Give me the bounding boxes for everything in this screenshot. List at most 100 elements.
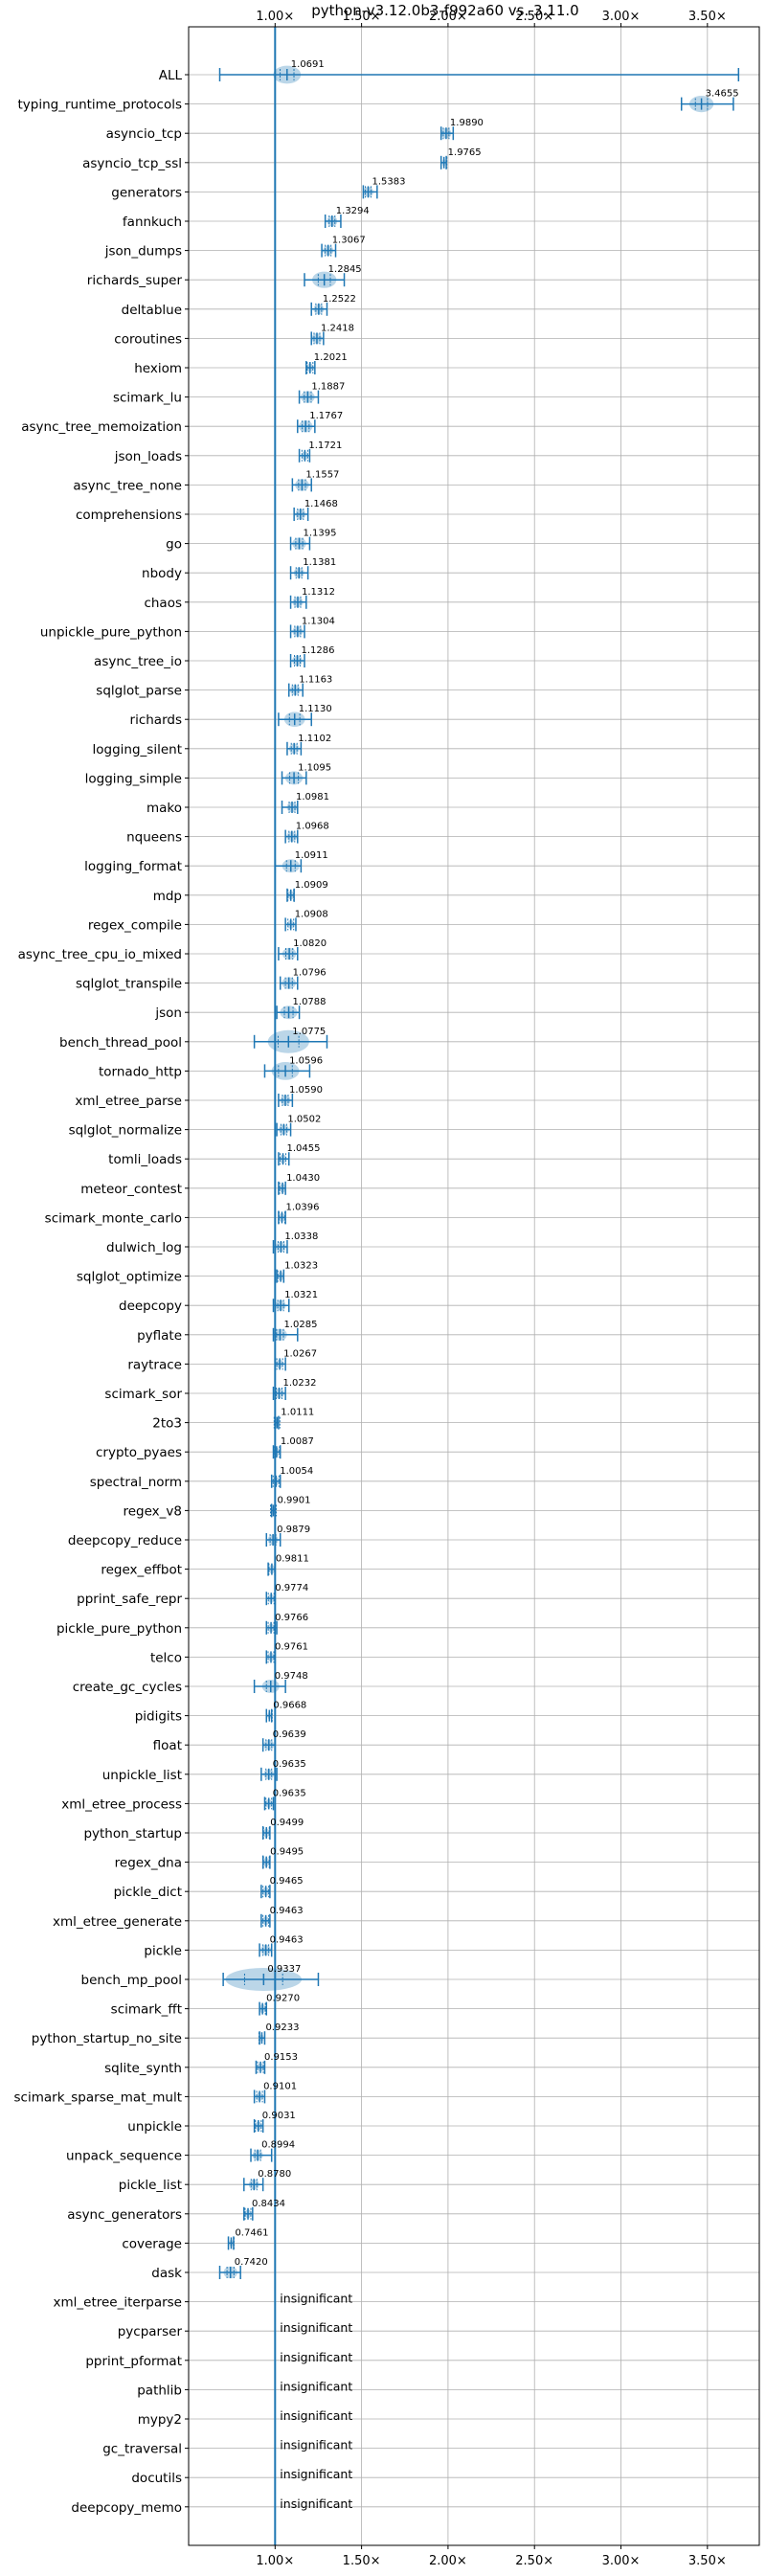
benchmark-label: raytrace: [127, 1357, 182, 1372]
x-tick-label-top: 3.50×: [688, 10, 727, 24]
benchmark-label: mako: [146, 801, 182, 816]
value-label: 0.9901: [278, 1495, 311, 1505]
value-label: 0.9495: [270, 1847, 304, 1858]
value-label: 0.9337: [267, 1964, 301, 1975]
benchmark-label: comprehensions: [76, 508, 182, 523]
value-label: 0.9499: [270, 1818, 304, 1828]
benchmark-label: python_startup: [83, 1826, 182, 1842]
value-label: 1.1163: [299, 675, 332, 686]
benchmark-label: pprint_safe_repr: [77, 1592, 182, 1607]
value-label: 0.9463: [270, 1934, 304, 1945]
value-label: 1.0968: [296, 822, 329, 832]
value-label: 0.9639: [273, 1729, 306, 1740]
value-label: 1.3067: [332, 236, 366, 246]
benchmark-label: ALL: [159, 68, 183, 83]
benchmark-label: fannkuch: [123, 215, 182, 230]
benchmark-label: bench_thread_pool: [59, 1035, 182, 1051]
benchmark-label: asyncio_tcp_ssl: [82, 156, 182, 171]
benchmark-label: scimark_fft: [111, 2002, 182, 2018]
x-tick-label-top: 1.50×: [343, 10, 381, 24]
value-label: 1.2845: [328, 264, 362, 275]
x-tick-label-top: 2.50×: [515, 10, 553, 24]
insignificant-label: insignificant: [280, 2292, 352, 2306]
value-label: 1.0820: [293, 938, 327, 949]
benchmark-label: xml_etree_parse: [75, 1094, 182, 1109]
benchmark-label: bench_mp_pool: [81, 1973, 182, 1988]
benchmark-label: regex_effbot: [101, 1563, 182, 1578]
benchmark-label: pickle_pure_python: [56, 1621, 182, 1637]
value-label: 1.0285: [283, 1320, 317, 1330]
benchmark-label: scimark_sor: [104, 1387, 182, 1402]
benchmark-label: logging_format: [84, 859, 182, 874]
benchmark-label: pyflate: [137, 1328, 182, 1344]
value-label: 1.2418: [321, 323, 354, 333]
value-label: 1.1468: [304, 499, 338, 509]
value-label: 1.0691: [291, 59, 325, 70]
benchmark-label: async_tree_io: [94, 654, 182, 669]
marks-layer: [218, 27, 740, 2545]
benchmark-label: nbody: [142, 566, 182, 581]
x-tick-label-bottom: 1.50×: [343, 2554, 381, 2568]
value-label: 1.0323: [284, 1261, 318, 1272]
benchmark-label: xml_etree_iterparse: [54, 2295, 183, 2311]
insignificant-label: insignificant: [280, 2497, 352, 2511]
value-label: 1.0054: [280, 1466, 313, 1477]
value-label: 1.0455: [287, 1143, 321, 1154]
benchmark-label: deepcopy: [119, 1299, 182, 1314]
value-label: 0.9668: [273, 1701, 306, 1711]
benchmark-label: richards_super: [87, 273, 183, 288]
benchmark-label: regex_dna: [115, 1856, 182, 1871]
benchmark-label: spectral_norm: [90, 1475, 182, 1490]
benchmark-label: hexiom: [134, 361, 182, 376]
benchmark-label: coverage: [122, 2236, 182, 2251]
benchmark-label: logging_silent: [93, 742, 182, 757]
insignificant-label: insignificant: [280, 2350, 352, 2364]
benchmark-label: sqlglot_transpile: [76, 977, 182, 992]
value-label: 0.9270: [266, 1994, 300, 2004]
value-label: 1.1312: [302, 587, 335, 598]
benchmark-label: logging_simple: [85, 771, 182, 786]
benchmark-label: dask: [151, 2266, 182, 2281]
value-label: 1.0430: [286, 1173, 320, 1184]
insignificant-label: insignificant: [280, 2467, 352, 2481]
benchmark-label: tornado_http: [99, 1064, 182, 1079]
benchmark-label: xml_etree_process: [61, 1796, 182, 1812]
value-label: 3.4655: [706, 89, 739, 100]
benchmark-label: create_gc_cycles: [73, 1680, 182, 1695]
benchmark-label: scimark_sparse_mat_mult: [14, 2090, 182, 2105]
value-label: 1.1887: [311, 382, 345, 393]
benchmark-label: pycparser: [118, 2324, 183, 2339]
labels-layer: 1.00× 1.00× 1.50× 1.50× 2.00× 2.00× 2.50× 2.50×…: [14, 10, 739, 2568]
value-label: 1.1304: [302, 616, 335, 626]
value-label: 1.0796: [293, 968, 327, 979]
x-tick-label-bottom: 2.50×: [515, 2554, 553, 2568]
value-label: 1.1767: [309, 411, 343, 421]
benchmark-label: mdp: [153, 889, 182, 904]
value-label: 0.9748: [275, 1671, 308, 1682]
benchmark-label: pprint_pformat: [85, 2354, 182, 2369]
benchmark-label: meteor_contest: [80, 1182, 182, 1197]
grid-layer: [185, 23, 759, 2549]
benchmark-label: scimark_lu: [113, 391, 182, 406]
value-label: 1.0981: [296, 792, 329, 802]
value-label: 1.1130: [299, 704, 332, 714]
value-label: 0.9465: [270, 1876, 304, 1887]
benchmark-label: regex_compile: [88, 917, 182, 933]
value-label: 0.9635: [273, 1759, 306, 1770]
benchmark-label: sqlglot_optimize: [77, 1270, 182, 1285]
benchmark-label: async_generators: [67, 2207, 182, 2223]
value-label: 1.0596: [289, 1055, 323, 1066]
benchmark-label: float: [153, 1738, 182, 1753]
value-label: 0.9101: [263, 2081, 297, 2091]
benchmark-label: xml_etree_generate: [53, 1914, 182, 1930]
benchmark-label: dulwich_log: [106, 1240, 182, 1255]
benchmark-label: sqlglot_parse: [96, 684, 182, 699]
value-label: 1.0909: [295, 880, 328, 891]
benchmark-label: scimark_monte_carlo: [45, 1210, 182, 1226]
value-label: 0.9766: [275, 1613, 308, 1623]
benchmark-label: async_tree_memoization: [21, 419, 182, 435]
value-label: 1.1395: [303, 529, 336, 539]
value-label: 0.8780: [258, 2169, 291, 2180]
benchmark-label: async_tree_none: [73, 478, 182, 493]
